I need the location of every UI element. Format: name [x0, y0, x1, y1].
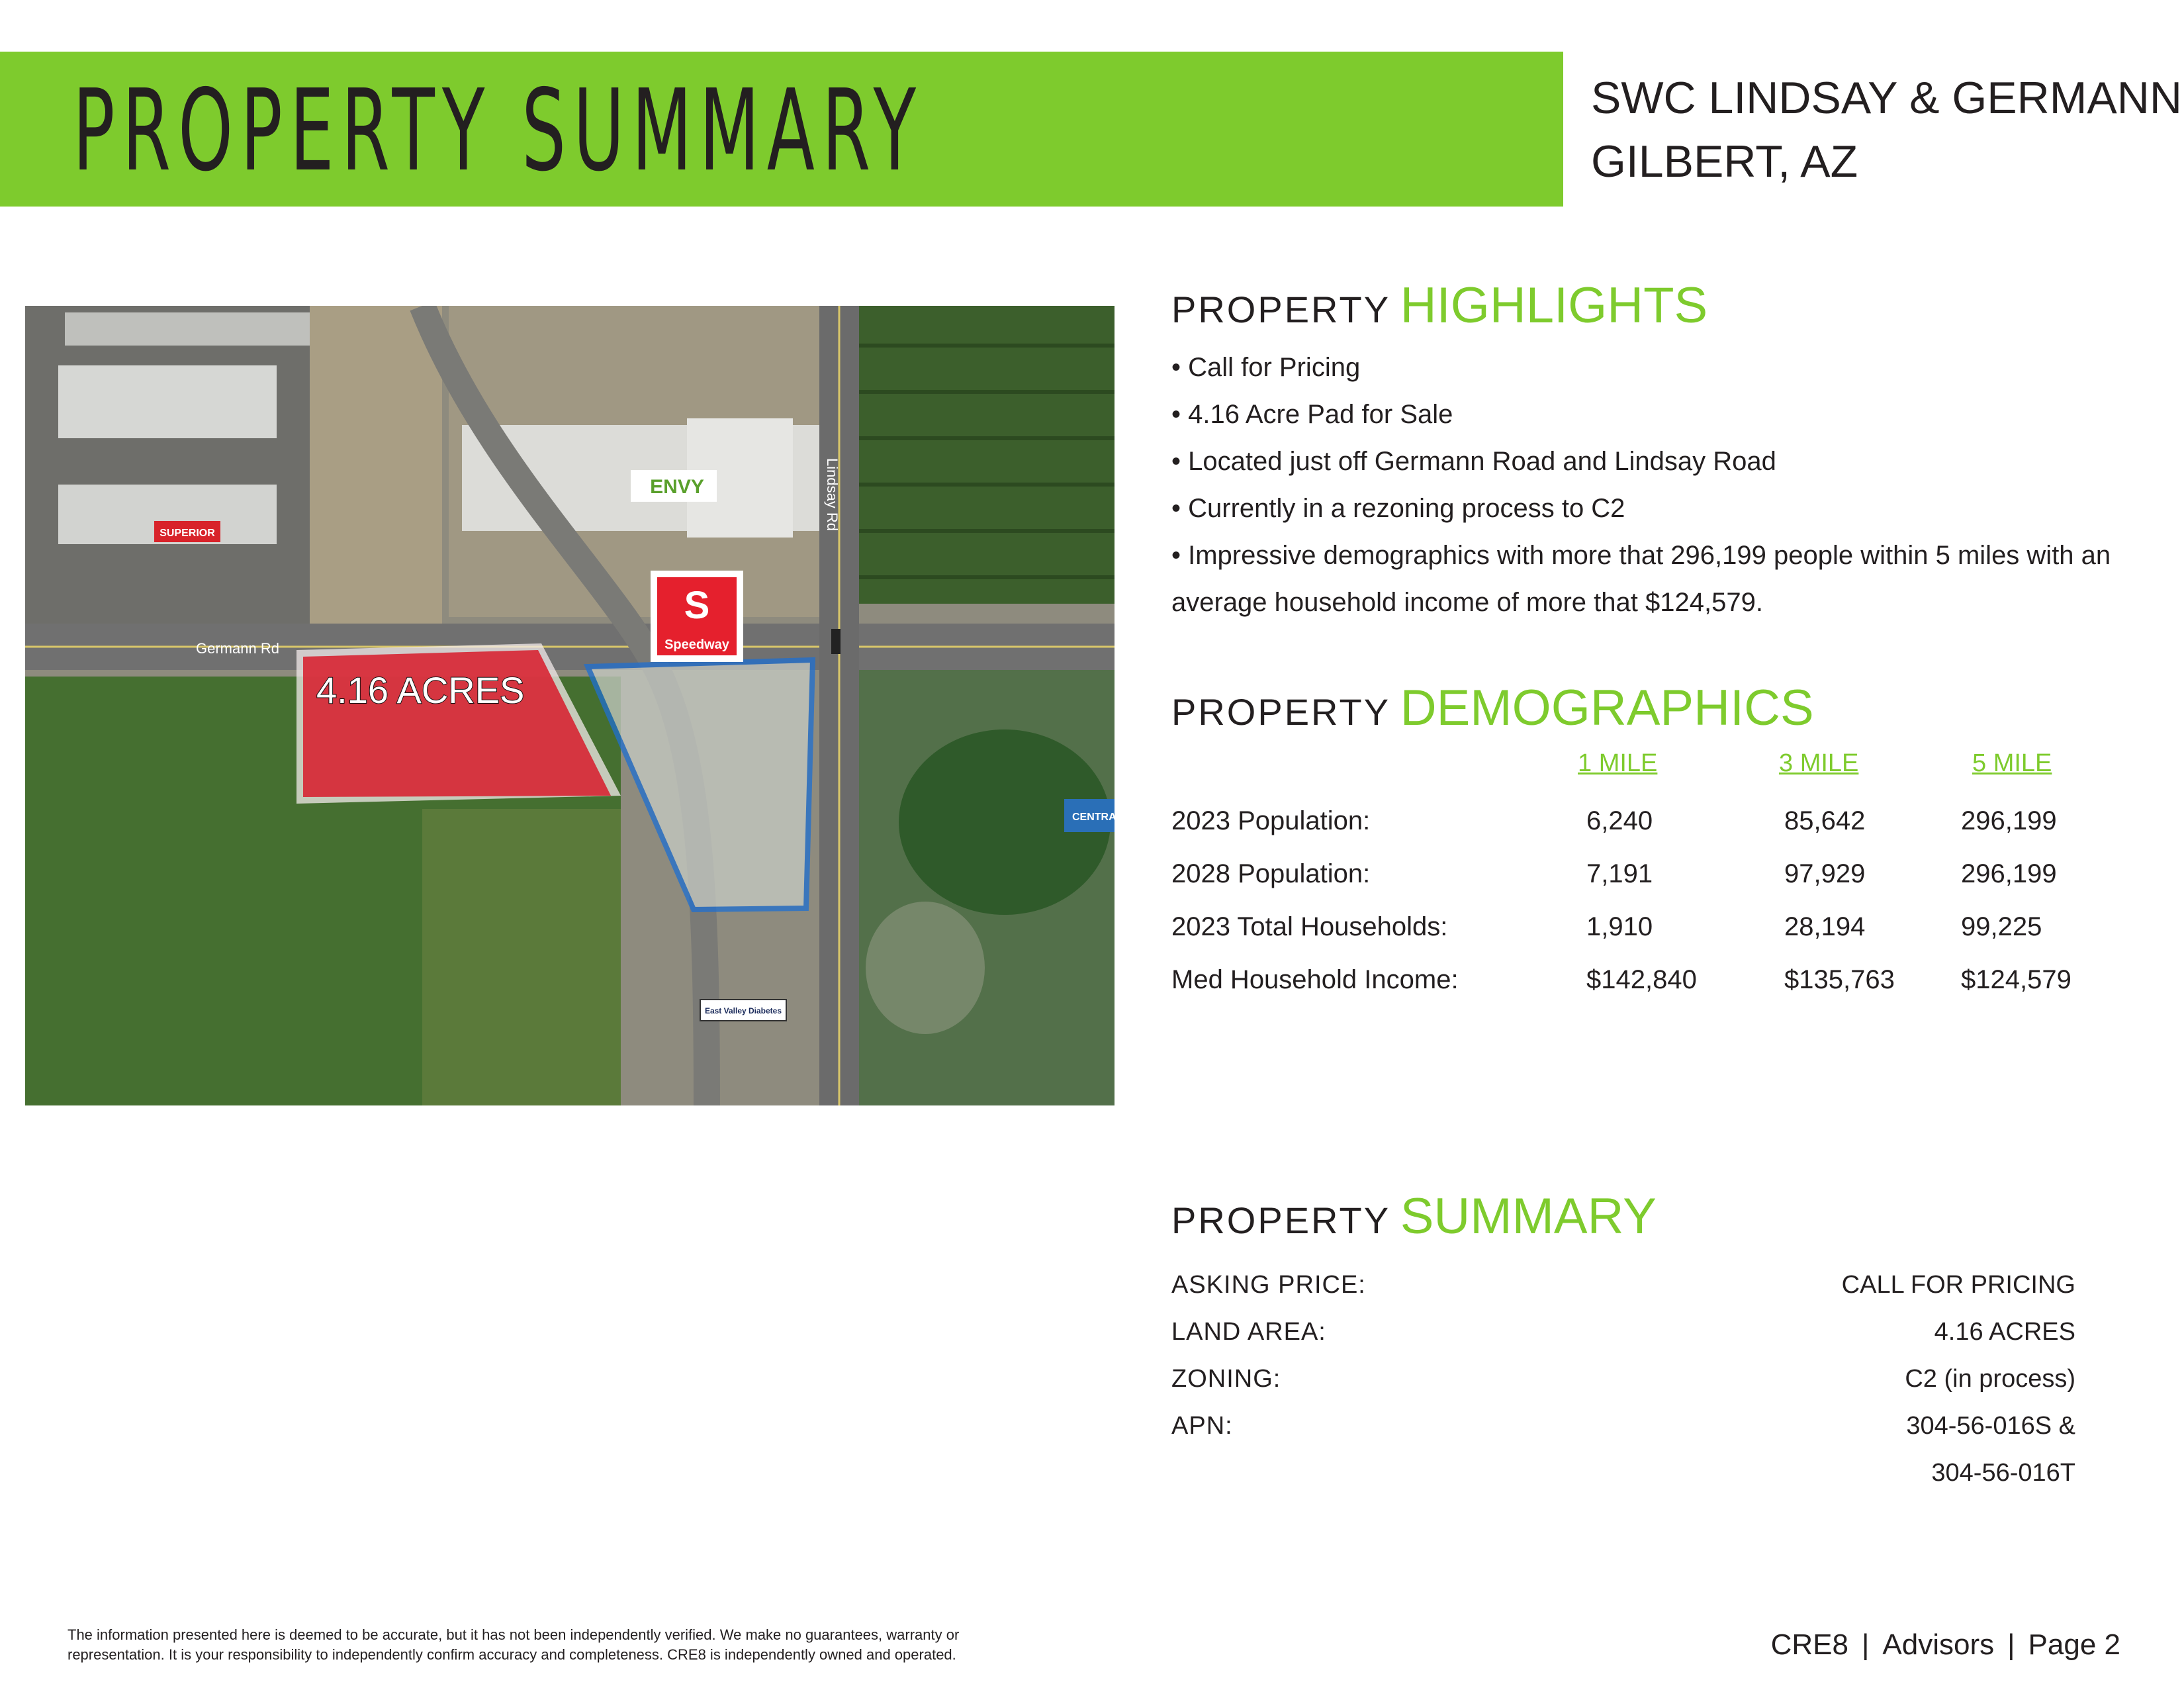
- demographics-value-5-mile: 296,199: [1961, 806, 2057, 835]
- demographics-value-1-mile: $142,840: [1586, 965, 1697, 994]
- summary-heading: PROPERTY SUMMARY: [1171, 1188, 1657, 1245]
- highlights-list: • Call for Pricing • 4.16 Acre Pad for S…: [1171, 344, 2151, 626]
- summary-row: LAND AREA: 4.16 ACRES: [1171, 1318, 2075, 1358]
- footer-brand: CRE8: [1770, 1628, 1848, 1661]
- summary-value: CALL FOR PRICING: [1841, 1271, 2075, 1299]
- demographics-value-5-mile: 99,225: [1961, 912, 2042, 941]
- envy-label: ENVY: [650, 476, 704, 498]
- parcel-area: [303, 650, 611, 797]
- tree-cluster: [899, 729, 1111, 915]
- highlight-item-continued: average household income of more that $1…: [1171, 588, 1763, 617]
- lindsay-rd-label: Lindsay Rd: [824, 458, 841, 531]
- demographics-heading-prefix: PROPERTY: [1171, 691, 1391, 733]
- demographics-row: 2023 Total Households: 1,910 28,194 99,2…: [1171, 912, 2098, 952]
- demographics-col-5-mile: 5 MILE: [1972, 749, 2052, 777]
- summary-row: APN: 304-56-016S &: [1171, 1412, 2075, 1452]
- demographics-value-1-mile: 6,240: [1586, 806, 1653, 835]
- demographics-heading-title: DEMOGRAPHICS: [1400, 680, 1814, 736]
- page-footer: CRE8 | Advisors | Page 2: [1764, 1628, 2127, 1662]
- demographics-value-3-mile: 97,929: [1784, 859, 1866, 888]
- centra-sign: [1064, 799, 1115, 832]
- speedway-logo-icon: S: [684, 584, 710, 627]
- summary-label: APN:: [1171, 1412, 1233, 1440]
- highlights-heading-title: HIGHLIGHTS: [1400, 277, 1708, 334]
- title-banner: [0, 52, 1563, 207]
- dirt-strip: [310, 306, 442, 624]
- footer-page-number: Page 2: [2028, 1628, 2120, 1661]
- demographics-row: Med Household Income: $142,840 $135,763 …: [1171, 965, 2098, 1005]
- highlight-item: • 4.16 Acre Pad for Sale: [1171, 400, 1453, 429]
- crop-rows: [859, 344, 1115, 579]
- open-lawn: [866, 902, 985, 1034]
- demographics-heading: PROPERTY DEMOGRAPHICS: [1171, 679, 1814, 737]
- building: [65, 312, 316, 346]
- summary-row: ASKING PRICE: CALL FOR PRICING: [1171, 1271, 2075, 1311]
- demographics-row-label: Med Household Income:: [1171, 965, 1459, 994]
- envy-sign: [631, 470, 717, 502]
- traffic-signal-icon: [831, 629, 841, 654]
- summary-value: C2 (in process): [1905, 1365, 2075, 1393]
- summary-row: ZONING: C2 (in process): [1171, 1365, 2075, 1405]
- property-address: SWC LINDSAY & GERMANN GILBERT, AZ: [1591, 66, 2182, 193]
- footer-separator: |: [2007, 1628, 2015, 1661]
- footer-company: Advisors: [1882, 1628, 1995, 1661]
- farm-field: [422, 809, 621, 1105]
- superior-label: SUPERIOR: [159, 528, 215, 539]
- demographics-value-1-mile: 1,910: [1586, 912, 1653, 941]
- east-valley-diabetes-sign: [700, 999, 787, 1021]
- disclaimer: The information presented here is deemed…: [68, 1625, 1100, 1665]
- summary-label: LAND AREA:: [1171, 1318, 1326, 1346]
- superior-sign: [154, 521, 220, 542]
- demographics-row-label: 2023 Total Households:: [1171, 912, 1448, 941]
- page-title: PROPERTY SUMMARY: [73, 66, 924, 197]
- demographics-col-3-mile: 3 MILE: [1779, 749, 1859, 777]
- summary-row: 304-56-016T: [1171, 1459, 2075, 1499]
- demographics-value-3-mile: 85,642: [1784, 806, 1866, 835]
- footer-separator: |: [1861, 1628, 1870, 1661]
- crop-field: [859, 306, 1115, 604]
- adjacent-site: [583, 657, 816, 913]
- summary-label: ZONING:: [1171, 1365, 1281, 1393]
- building: [58, 365, 277, 438]
- address-line-2: GILBERT, AZ: [1591, 136, 1858, 187]
- disclaimer-line-2: representation. It is your responsibilit…: [68, 1646, 956, 1663]
- aerial-map: S Speedway ENVY SUPERIOR East Valley Dia…: [25, 306, 1115, 1105]
- demographics-col-1-mile: 1 MILE: [1578, 749, 1658, 777]
- highlights-heading-prefix: PROPERTY: [1171, 289, 1391, 330]
- highlight-item: • Call for Pricing: [1171, 353, 1361, 382]
- highlights-heading: PROPERTY HIGHLIGHTS: [1171, 277, 1707, 334]
- summary-label: ASKING PRICE:: [1171, 1271, 1366, 1299]
- germann-rd-label: Germann Rd: [196, 640, 279, 657]
- disclaimer-line-1: The information presented here is deemed…: [68, 1626, 960, 1643]
- east-valley-diabetes-label: East Valley Diabetes: [705, 1006, 782, 1015]
- summary-value: 304-56-016S &: [1906, 1412, 2075, 1440]
- address-line-1: SWC LINDSAY & GERMANN: [1591, 73, 2182, 123]
- speedway-label: Speedway: [664, 637, 730, 652]
- demographics-value-5-mile: 296,199: [1961, 859, 2057, 888]
- demographics-row-label: 2023 Population:: [1171, 806, 1371, 835]
- demographics-value-5-mile: $124,579: [1961, 965, 2071, 994]
- summary-value: 4.16 ACRES: [1934, 1318, 2075, 1346]
- highlight-item: • Currently in a rezoning process to C2: [1171, 494, 1625, 523]
- summary-heading-prefix: PROPERTY: [1171, 1199, 1391, 1241]
- summary-heading-title: SUMMARY: [1400, 1188, 1657, 1244]
- demographics-value-3-mile: 28,194: [1784, 912, 1866, 941]
- centra-label: CENTRA: [1072, 812, 1115, 823]
- highlight-item: • Located just off Germann Road and Lind…: [1171, 447, 1776, 476]
- summary-value: 304-56-016T: [1931, 1459, 2075, 1487]
- commercial-lot: [25, 306, 330, 637]
- parcel-acres-label: 4.16 ACRES: [316, 669, 524, 711]
- demographics-row: 2028 Population: 7,191 97,929 296,199: [1171, 859, 2098, 899]
- demographics-value-3-mile: $135,763: [1784, 965, 1895, 994]
- highlight-item: • Impressive demographics with more that…: [1171, 541, 2111, 570]
- demographics-row-label: 2028 Population:: [1171, 859, 1371, 888]
- demographics-row: 2023 Population: 6,240 85,642 296,199: [1171, 806, 2098, 846]
- demographics-value-1-mile: 7,191: [1586, 859, 1653, 888]
